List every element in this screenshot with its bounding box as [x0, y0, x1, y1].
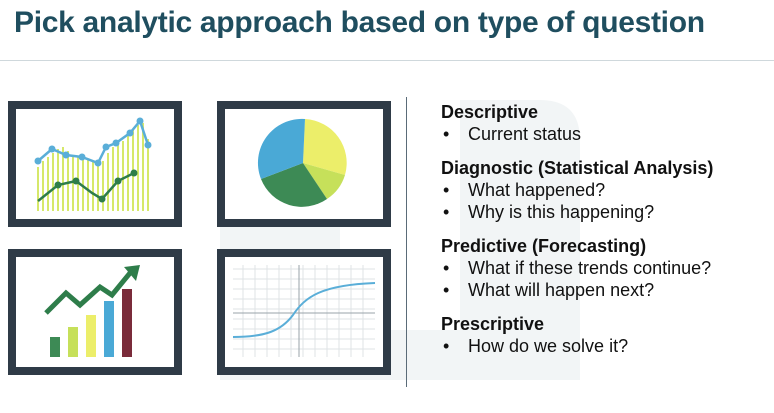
- bullet-item: • What happened?: [441, 179, 771, 201]
- bullet-text: What happened?: [468, 180, 606, 200]
- bullet-glyph: •: [443, 124, 450, 144]
- bullet-item: • Current status: [441, 123, 771, 145]
- bullet-text: How do we solve it?: [468, 336, 629, 356]
- vertical-divider: [406, 97, 407, 387]
- section-descriptive: Descriptive • Current status: [441, 101, 771, 145]
- section-heading: Predictive (Forecasting): [441, 236, 647, 256]
- section-heading: Prescriptive: [441, 314, 545, 334]
- analytics-types-list: Descriptive • Current status Diagnostic (…: [441, 101, 771, 369]
- bar-trend-chart-icon: [44, 265, 140, 357]
- bullet-text: What if these trends continue?: [468, 258, 712, 278]
- slide-title: Pick analytic approach based on type of …: [14, 6, 705, 39]
- bullet-glyph: •: [443, 336, 450, 356]
- section-heading: Descriptive: [441, 102, 539, 122]
- section-heading: Diagnostic (Statistical Analysis): [441, 158, 714, 178]
- pie-chart-frame: [217, 101, 391, 227]
- bullet-item: • Why is this happening?: [441, 201, 771, 223]
- title-divider: [0, 60, 774, 61]
- section-diagnostic: Diagnostic (Statistical Analysis) • What …: [441, 157, 771, 223]
- s-curve-chart-icon: [232, 265, 376, 357]
- bullet-text: What will happen next?: [468, 280, 655, 300]
- section-prescriptive: Prescriptive • How do we solve it?: [441, 313, 771, 357]
- bullet-glyph: •: [443, 280, 450, 300]
- bullet-text: Current status: [468, 124, 582, 144]
- bullet-glyph: •: [443, 180, 450, 200]
- line-chart-icon: [34, 117, 152, 211]
- bullet-item: • How do we solve it?: [441, 335, 771, 357]
- bullet-glyph: •: [443, 258, 450, 278]
- bullet-item: • What will happen next?: [441, 279, 771, 301]
- bar-trend-frame: [8, 249, 182, 375]
- line-chart-frame: [8, 101, 182, 227]
- section-predictive: Predictive (Forecasting) • What if these …: [441, 235, 771, 301]
- bullet-glyph: •: [443, 202, 450, 222]
- bullet-text: Why is this happening?: [468, 202, 655, 222]
- s-curve-frame: [217, 249, 391, 375]
- bullet-item: • What if these trends continue?: [441, 257, 771, 279]
- pie-chart-icon: [257, 118, 347, 207]
